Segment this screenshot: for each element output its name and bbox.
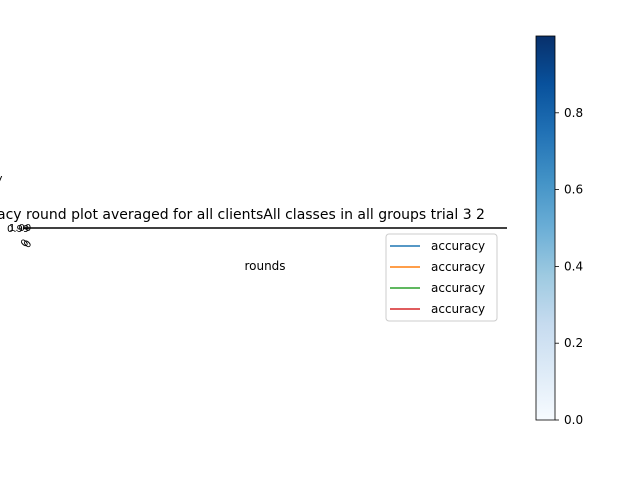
colorbar-ticks: 0.0 0.2 0.4 0.6 0.8 bbox=[555, 106, 583, 427]
legend-label: accuracy bbox=[431, 281, 485, 295]
legend-label: accuracy bbox=[431, 260, 485, 274]
legend-frame bbox=[385, 233, 498, 322]
colorbar-tick-label: 0.2 bbox=[564, 336, 583, 350]
colorbar-gradient bbox=[535, 35, 556, 421]
legend-label: accuracy bbox=[431, 302, 485, 316]
legend: accuracy accuracy accuracy accuracy bbox=[385, 233, 498, 322]
y-axis-label: y bbox=[0, 172, 3, 185]
colorbar-tick-label: 0.8 bbox=[564, 106, 583, 120]
colorbar-tick-label: 0.0 bbox=[564, 413, 583, 427]
chart-title: acy round plot averaged for all clientsA… bbox=[0, 207, 485, 223]
y-ticks: 0.99 1.00 bbox=[7, 223, 31, 235]
x-tick-label: 0 bbox=[22, 238, 34, 250]
colorbar-tick-label: 0.6 bbox=[564, 183, 583, 197]
y-tick-label: 0.99 bbox=[7, 224, 29, 235]
legend-label: accuracy bbox=[431, 239, 485, 253]
colorbar: 0.0 0.2 0.4 0.6 0.8 bbox=[535, 35, 583, 427]
x-ticks: 0 0 bbox=[19, 237, 34, 250]
colorbar-tick-label: 0.4 bbox=[564, 259, 583, 273]
y-tick-label: 1.00 bbox=[9, 223, 31, 234]
legend-entries: accuracy accuracy accuracy accuracy bbox=[390, 239, 485, 316]
x-axis-label: rounds bbox=[244, 259, 285, 273]
